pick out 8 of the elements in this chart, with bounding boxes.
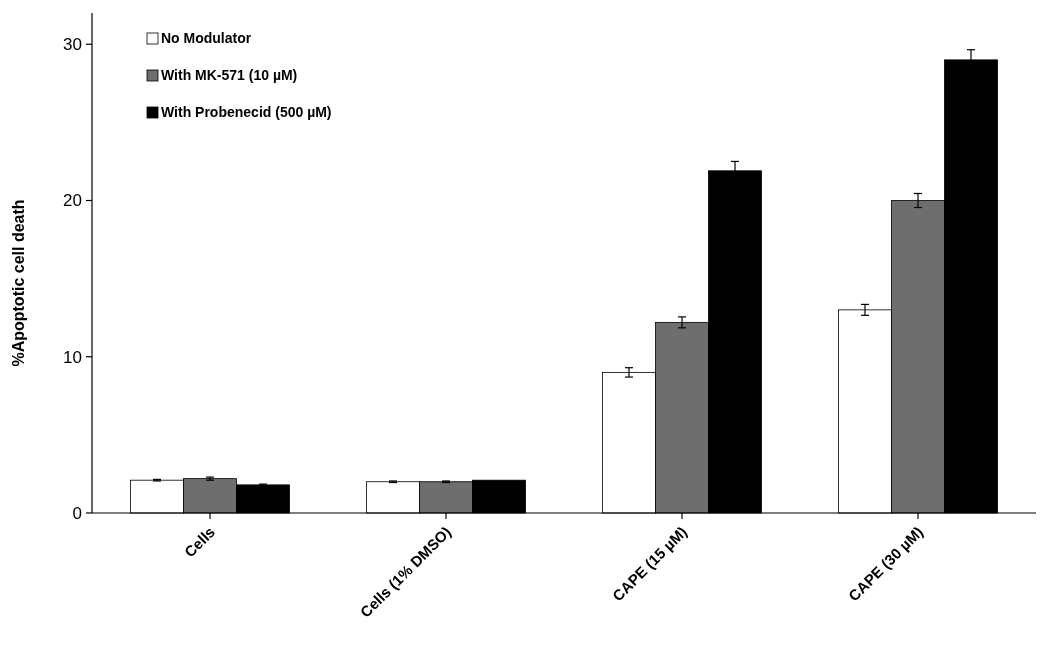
- y-tick-label: 20: [63, 191, 82, 211]
- legend-label: With MK-571 (10 µM): [161, 67, 298, 83]
- y-tick-label: 10: [63, 347, 82, 367]
- y-tick-label: 0: [72, 503, 82, 523]
- y-axis-title: %Apoptotic cell death: [10, 199, 27, 367]
- y-tick-label: 30: [63, 35, 82, 55]
- legend-label: With Probenecid (500 µM): [161, 104, 332, 120]
- legend-label: No Modulator: [161, 30, 252, 46]
